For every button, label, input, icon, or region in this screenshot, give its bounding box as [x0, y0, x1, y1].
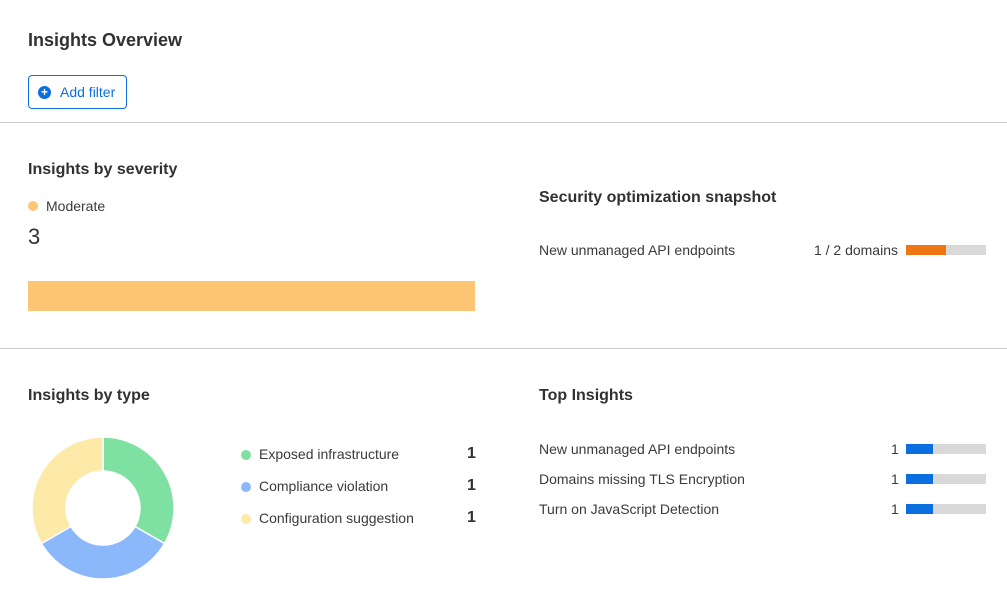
divider — [0, 348, 1007, 349]
type-legend-value: 1 — [467, 509, 476, 526]
snapshot-item-value: 1 / 2 domains — [813, 242, 898, 258]
moderate-legend-dot — [28, 201, 38, 211]
plus-circle-icon: + — [38, 85, 51, 99]
snapshot-title: Security optimization snapshot — [539, 189, 777, 206]
type-legend-label: Exposed infrastructure — [259, 446, 400, 462]
page-title: Insights Overview — [28, 30, 183, 50]
snapshot-item-label[interactable]: New unmanaged API endpoints — [539, 242, 736, 258]
severity-bar-moderate[interactable] — [28, 281, 475, 311]
severity-title: Insights by severity — [28, 161, 178, 178]
add-filter-label: Add filter — [60, 84, 116, 100]
add-filter-button[interactable]: + Add filter — [28, 75, 127, 109]
top-insight-label[interactable]: Turn on JavaScript Detection — [539, 501, 720, 517]
top-insight-bar — [906, 504, 986, 514]
type-donut-chart — [31, 436, 175, 580]
divider — [0, 122, 1007, 123]
type-legend-value: 1 — [467, 445, 476, 462]
type-legend-dot — [241, 450, 251, 460]
top-insight-label[interactable]: New unmanaged API endpoints — [539, 441, 736, 457]
top-insight-value: 1 — [891, 441, 899, 457]
type-legend-dot — [241, 482, 251, 492]
type-legend-dot — [241, 514, 251, 524]
top-insight-label[interactable]: Domains missing TLS Encryption — [539, 471, 745, 487]
type-legend-value: 1 — [467, 477, 476, 494]
top-insight-bar — [906, 474, 986, 484]
moderate-legend-label: Moderate — [46, 198, 106, 214]
donut-slice-compliance-violation[interactable] — [40, 525, 166, 580]
severity-count: 3 — [28, 224, 41, 249]
top-insights-title: Top Insights — [539, 387, 633, 404]
top-insight-value: 1 — [891, 471, 899, 487]
type-legend-label: Configuration suggestion — [259, 510, 414, 526]
top-insight-value: 1 — [891, 501, 899, 517]
donut-slice-exposed-infrastructure[interactable] — [102, 436, 175, 545]
type-legend-label: Compliance violation — [259, 478, 389, 494]
snapshot-item-bar — [906, 245, 986, 255]
type-title: Insights by type — [28, 387, 150, 404]
donut-slice-configuration-suggestion[interactable] — [31, 436, 104, 545]
top-insight-bar — [906, 444, 986, 454]
